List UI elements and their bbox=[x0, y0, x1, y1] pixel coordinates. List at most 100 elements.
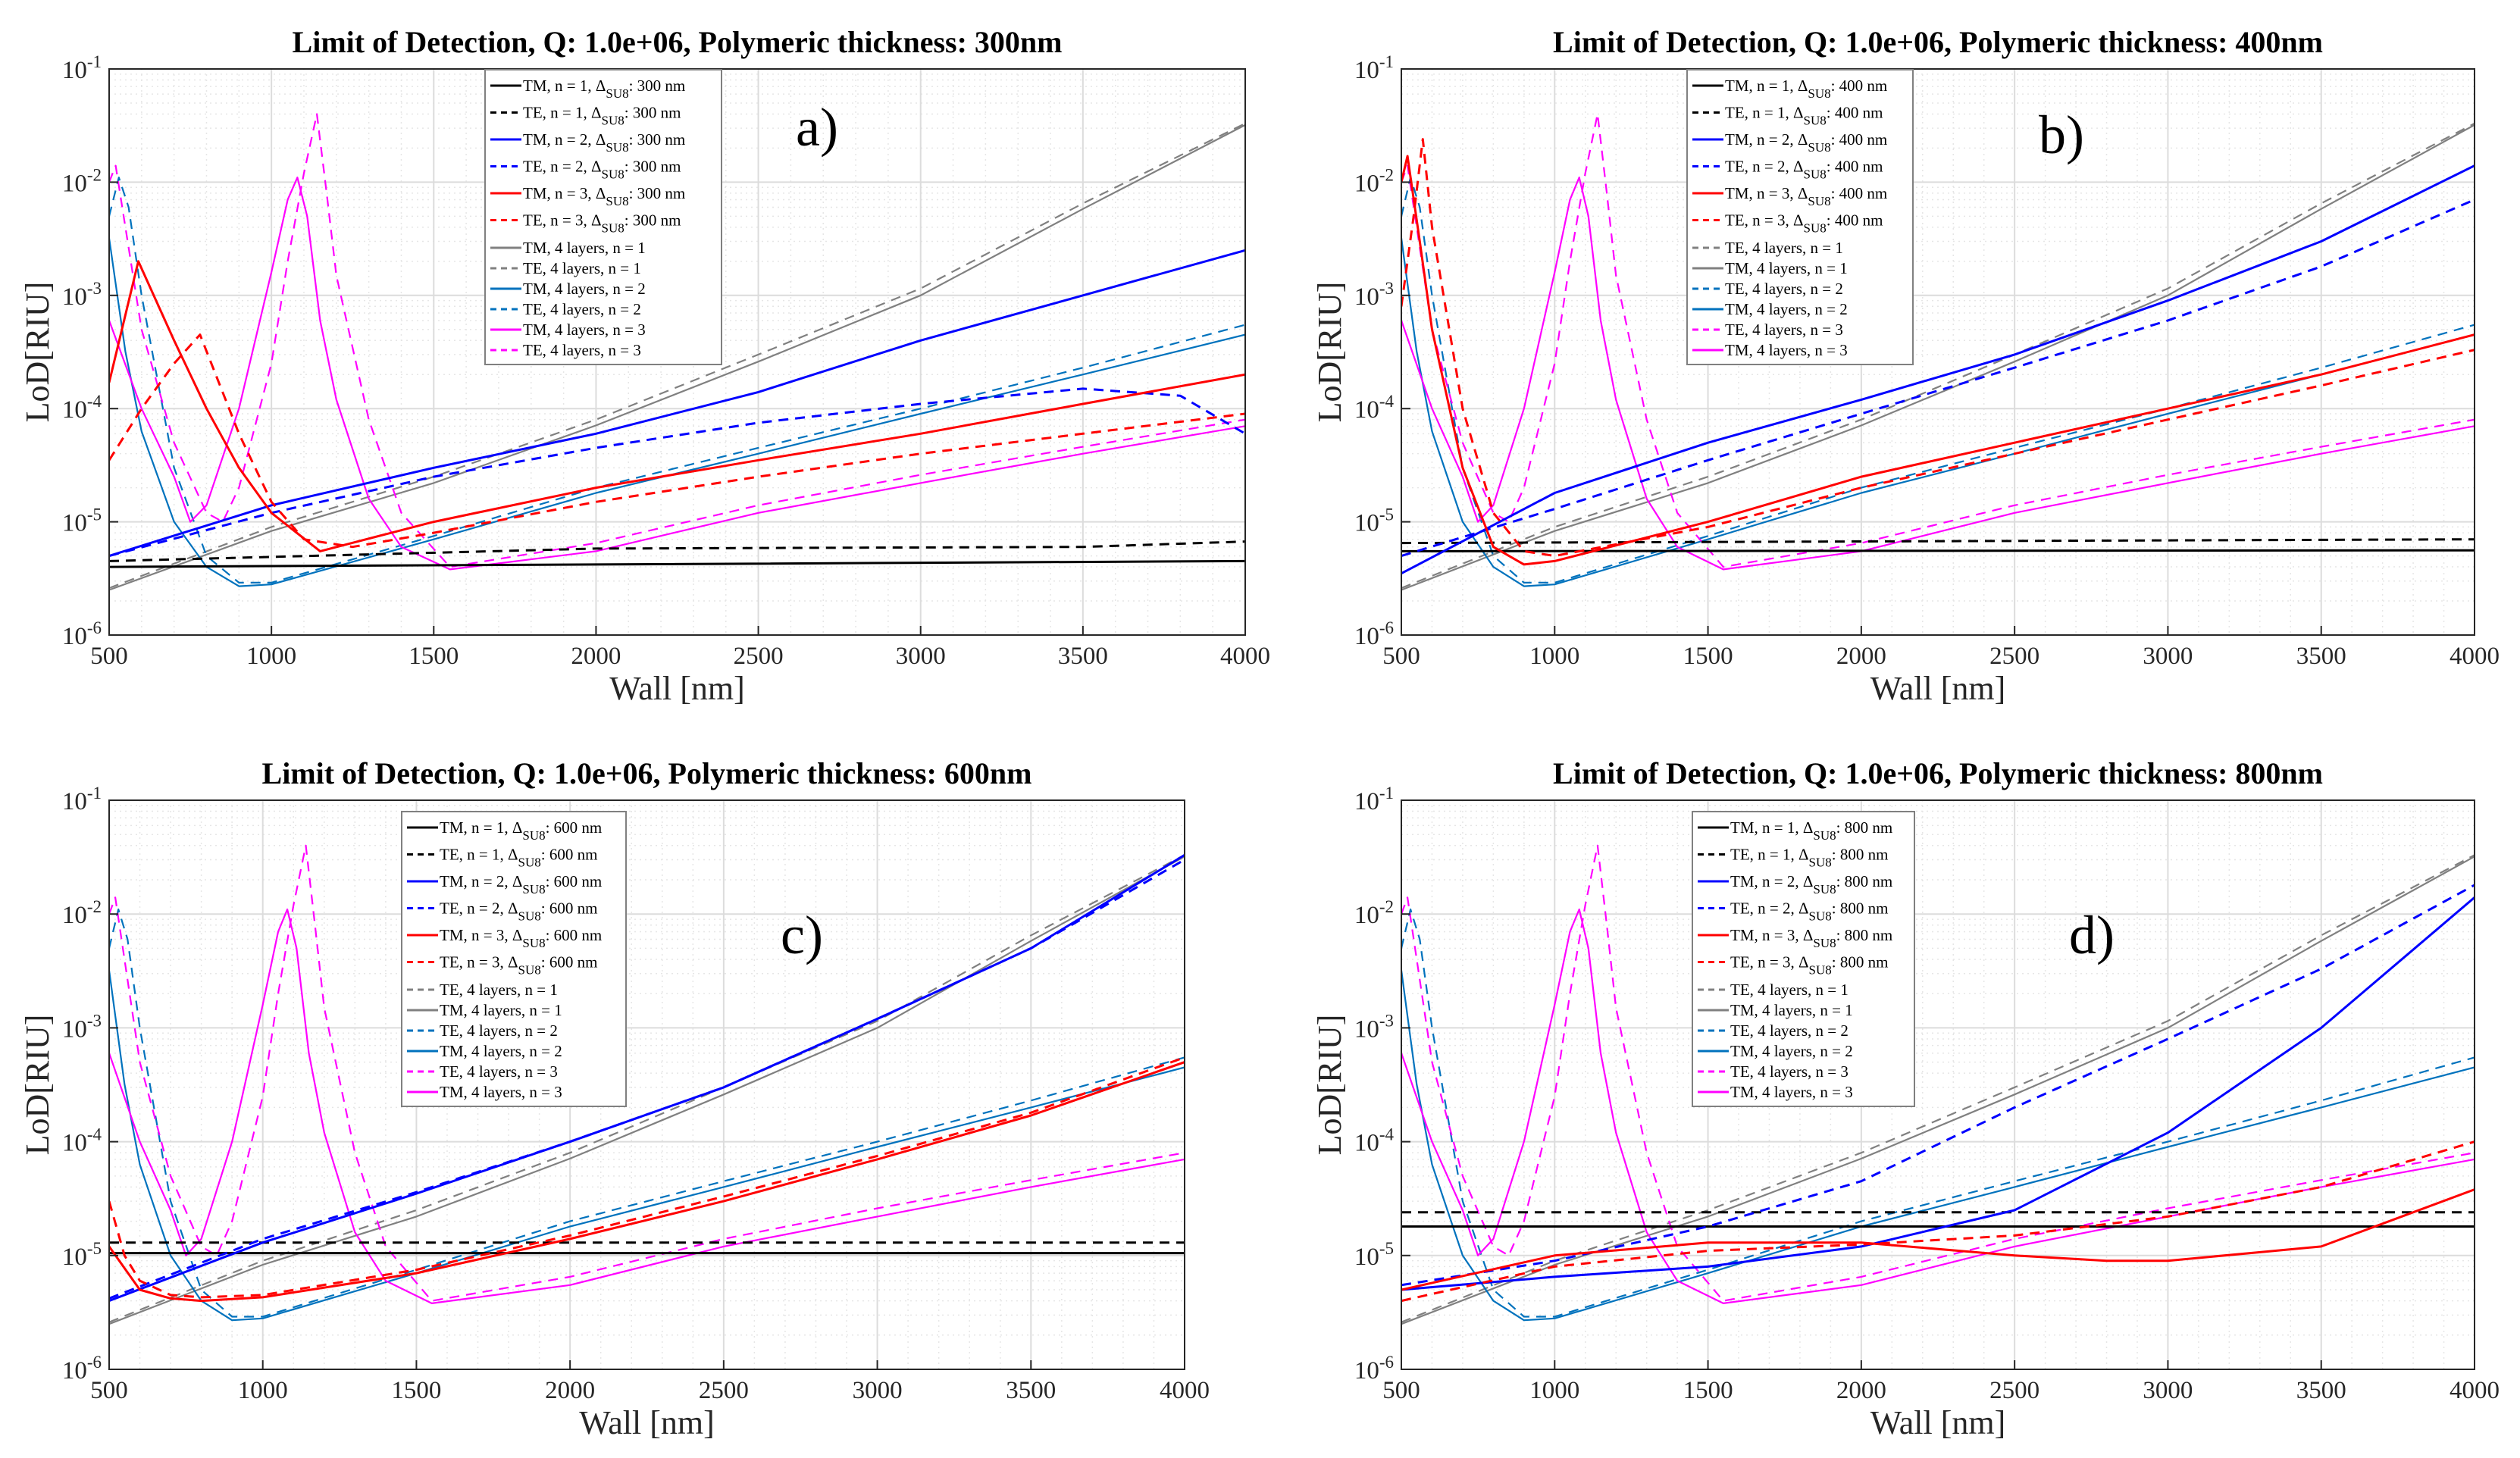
legend-label: TE, n = 3, ΔSU8: 300 nm bbox=[523, 211, 681, 236]
series-lines bbox=[1401, 844, 2475, 1325]
x-tick-label: 1500 bbox=[1683, 1377, 1733, 1404]
x-axis-label: Wall [nm] bbox=[1870, 670, 2006, 707]
legend-item: TE, 4 layers, n = 3 bbox=[1698, 1062, 1849, 1081]
legend-item: TM, 4 layers, n = 2 bbox=[407, 1042, 562, 1060]
subplot-a: 500 1000 1500 2000 2500 3000 3500 4000 10-6 10-5 1… bbox=[19, 25, 1270, 707]
legend-item: TE, n = 3, ΔSU8: 600 nm bbox=[407, 953, 597, 978]
x-axis-label: Wall [nm] bbox=[1870, 1404, 2006, 1441]
legend-label: TM, n = 2, ΔSU8: 600 nm bbox=[440, 872, 602, 896]
panel-label: d) bbox=[2069, 905, 2115, 965]
legend-label: TM, n = 1, ΔSU8: 800 nm bbox=[1730, 818, 1892, 843]
legend-item: TM, n = 2, ΔSU8: 600 nm bbox=[407, 872, 602, 896]
y-tick-label: 10-1 bbox=[62, 52, 102, 84]
legend-label: TM, 4 layers, n = 1 bbox=[523, 239, 646, 257]
legend-label: TE, n = 2, ΔSU8: 300 nm bbox=[523, 158, 681, 182]
legend: TM, n = 1, ΔSU8: 300 nm TE, n = 1, ΔSU8: … bbox=[484, 69, 722, 365]
legend-label: TM, 4 layers, n = 2 bbox=[523, 280, 646, 298]
legend-label: TM, 4 layers, n = 2 bbox=[1730, 1042, 1853, 1060]
legend-box bbox=[484, 69, 722, 365]
legend-label: TE, n = 1, ΔSU8: 300 nm bbox=[523, 104, 681, 128]
panel-label: a) bbox=[796, 97, 838, 158]
legend-label: TE, n = 1, ΔSU8: 800 nm bbox=[1730, 846, 1888, 870]
series-line-te1 bbox=[1401, 538, 2475, 545]
series-line-te4l2 bbox=[1401, 177, 2475, 584]
series-line-tm2 bbox=[1401, 896, 2475, 1291]
x-axis-label: Wall [nm] bbox=[579, 1404, 715, 1441]
y-tick-label: 10-4 bbox=[62, 392, 102, 424]
legend-label: TE, n = 2, ΔSU8: 800 nm bbox=[1730, 900, 1888, 924]
legend-label: TE, 4 layers, n = 2 bbox=[523, 300, 641, 318]
series-line-tm3 bbox=[109, 260, 1245, 552]
legend-label: TE, 4 layers, n = 2 bbox=[1730, 1022, 1849, 1040]
legend-item: TM, n = 3, ΔSU8: 600 nm bbox=[407, 926, 602, 950]
legend-label: TM, 4 layers, n = 2 bbox=[440, 1042, 562, 1060]
legend-label: TM, n = 1, ΔSU8: 600 nm bbox=[440, 818, 602, 843]
legend: TM, n = 1, ΔSU8: 400 nm TE, n = 1, ΔSU8: … bbox=[1686, 69, 1914, 365]
legend-item: TM, 4 layers, n = 1 bbox=[1698, 1001, 1853, 1019]
subplot-c: 500 1000 1500 2000 2500 3000 3500 4000 10-6 10-5 1… bbox=[19, 756, 1210, 1441]
y-tick-label: 10-5 bbox=[1354, 1239, 1394, 1271]
legend-label: TE, 4 layers, n = 1 bbox=[523, 259, 641, 277]
legend-box bbox=[401, 811, 627, 1107]
x-tick-label: 3500 bbox=[2296, 643, 2346, 670]
legend-item: TM, n = 2, ΔSU8: 300 nm bbox=[490, 130, 685, 155]
legend-item: TE, n = 2, ΔSU8: 600 nm bbox=[407, 900, 597, 924]
legend-item: TM, n = 1, ΔSU8: 800 nm bbox=[1698, 818, 1892, 843]
x-tick-label: 3000 bbox=[2143, 643, 2193, 670]
axes-box bbox=[1401, 799, 2475, 1370]
y-tick-label: 10-4 bbox=[1354, 1125, 1395, 1157]
series-line-te3 bbox=[109, 1056, 1185, 1299]
panel-label: b) bbox=[2039, 105, 2084, 165]
series-line-tm2 bbox=[109, 249, 1245, 558]
y-axis-label: LoD[RIU] bbox=[19, 282, 56, 423]
x-tick-label: 4000 bbox=[1160, 1377, 1210, 1404]
x-tick-label: 4000 bbox=[1220, 643, 1270, 670]
y-tick-label: 10-1 bbox=[62, 784, 102, 815]
y-tick-label: 10-4 bbox=[62, 1125, 102, 1157]
x-tick-label: 2500 bbox=[699, 1377, 749, 1404]
panel-label: c) bbox=[781, 905, 823, 965]
legend-label: TE, 4 layers, n = 3 bbox=[1730, 1062, 1849, 1081]
legend-item: TM, 4 layers, n = 1 bbox=[1692, 259, 1848, 277]
y-axis-label: LoD[RIU] bbox=[19, 1015, 56, 1156]
legend-item: TE, 4 layers, n = 1 bbox=[1692, 239, 1843, 257]
legend-label: TE, 4 layers, n = 2 bbox=[1725, 280, 1843, 298]
legend-item: TE, n = 3, ΔSU8: 300 nm bbox=[490, 211, 681, 236]
legend-label: TM, n = 3, ΔSU8: 800 nm bbox=[1730, 926, 1892, 950]
series-line-tm4l2 bbox=[109, 238, 1245, 587]
x-tick-label: 3000 bbox=[2143, 1377, 2193, 1404]
y-tick-label: 10-1 bbox=[1354, 784, 1394, 815]
y-tick-label: 10-6 bbox=[62, 618, 102, 650]
legend-label: TE, n = 3, ΔSU8: 800 nm bbox=[1730, 953, 1888, 978]
legend-label: TM, n = 2, ΔSU8: 300 nm bbox=[523, 130, 685, 155]
x-tick-label: 1000 bbox=[1529, 1377, 1579, 1404]
legend-item: TE, n = 3, ΔSU8: 800 nm bbox=[1698, 953, 1888, 978]
legend-item: TM, n = 3, ΔSU8: 800 nm bbox=[1698, 926, 1892, 950]
x-tick-label: 500 bbox=[1382, 1377, 1420, 1404]
legend-box bbox=[1692, 811, 1915, 1107]
series-line-tm2 bbox=[109, 854, 1185, 1303]
y-tick-label: 10-2 bbox=[62, 897, 102, 929]
x-tick-label: 3000 bbox=[853, 1377, 903, 1404]
legend-label: TE, 4 layers, n = 3 bbox=[523, 341, 641, 359]
legend-item: TM, 4 layers, n = 3 bbox=[407, 1083, 562, 1101]
legend-label: TE, n = 3, ΔSU8: 600 nm bbox=[440, 953, 597, 978]
legend-item: TM, 4 layers, n = 3 bbox=[1698, 1083, 1853, 1101]
series-line-tm4l3 bbox=[1401, 908, 2475, 1304]
subplot-d: 500 1000 1500 2000 2500 3000 3500 4000 10-6 10-5 1… bbox=[1311, 756, 2500, 1441]
legend-item: TE, n = 1, ΔSU8: 300 nm bbox=[490, 104, 681, 128]
series-line-tm3 bbox=[1401, 155, 2475, 566]
series-line-te2 bbox=[1401, 884, 2475, 1287]
y-tick-label: 10-2 bbox=[1354, 165, 1394, 197]
legend-item: TM, 4 layers, n = 1 bbox=[490, 239, 646, 257]
legend-item: TE, 4 layers, n = 2 bbox=[1692, 280, 1843, 298]
y-tick-label: 10-4 bbox=[1354, 392, 1395, 424]
legend-label: TM, n = 3, ΔSU8: 600 nm bbox=[440, 926, 602, 950]
series-line-te3 bbox=[1401, 138, 2475, 558]
series-line-te2 bbox=[109, 387, 1245, 558]
x-tick-label: 3500 bbox=[1006, 1377, 1056, 1404]
series-line-tm1 bbox=[109, 559, 1245, 568]
x-tick-label: 1500 bbox=[409, 643, 459, 670]
series-line-tm4l2 bbox=[109, 970, 1185, 1322]
